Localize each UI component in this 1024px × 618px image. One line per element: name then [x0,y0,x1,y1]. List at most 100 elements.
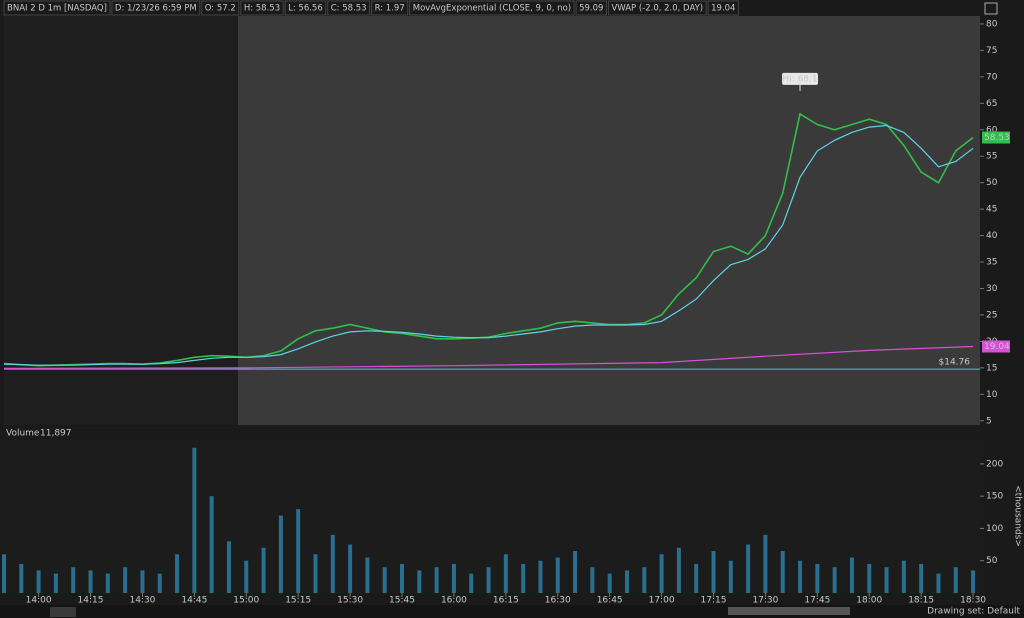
header-item: 19.04 [711,4,735,14]
header-item: 59.09 [579,4,603,14]
y-tick-label: 25 [986,310,997,320]
y-tick-label: 15 [986,363,997,373]
x-tick-label: 14:00 [26,596,52,606]
volume-bar [503,554,508,593]
volume-bar [538,560,543,593]
volume-bar [728,560,733,593]
volume-current: 11,897 [40,429,72,439]
volume-bar [919,563,924,593]
footer-bar [0,605,1024,618]
y-tick-label: 80 [986,19,998,29]
header-box [409,0,575,16]
header-box [3,0,111,16]
vwap-box [982,340,1010,353]
price-line-label: $14.76 [939,358,971,368]
header-item: D: 1/23/26 6:59 PM [115,4,197,14]
header-box [284,0,327,16]
x-tick-label: 14:45 [181,596,207,606]
volume-bar [867,563,872,593]
volume-bar [348,544,353,593]
x-tick-label: 16:00 [441,596,467,606]
volume-bar [88,570,93,593]
y-tick-label: 5 [986,416,992,426]
volume-bar [746,544,751,593]
volume-bar [486,567,491,593]
volume-bar [400,563,405,593]
x-tick-label: 18:15 [908,596,934,606]
volume-bar [36,570,41,593]
volume-bar [105,573,110,593]
volume-bar [798,560,803,593]
x-tick-label: 17:30 [752,596,778,606]
header-item: L: 56.56 [288,4,323,14]
header-item: R: 1.97 [375,4,405,14]
x-tick-label: 16:45 [597,596,623,606]
volume-bar [711,551,716,593]
header-box [111,0,201,16]
header-item: VWAP (-2.0, 2.0, DAY) [611,4,703,14]
x-tick-label: 15:45 [389,596,415,606]
volume-bar [278,515,283,593]
y-tick-label: 55 [986,152,997,162]
collapse-button[interactable] [50,607,76,617]
series-line [3,345,974,369]
x-tick-label: 17:15 [701,596,727,606]
volume-bar [261,547,266,593]
volume-bar [642,567,647,593]
volume-bar [244,560,249,593]
header-box [371,0,409,16]
x-tick-label: 17:45 [804,596,830,606]
volume-bar [2,554,6,593]
series-line [3,124,974,366]
scrollbar[interactable] [728,607,850,615]
x-tick-label: 15:00 [233,596,259,606]
volume-bar [71,567,76,593]
header-box [327,0,371,16]
volume-bar [590,567,595,593]
header-box [201,0,240,16]
y-tick-label: 60 [986,125,998,135]
y-tick-label: 65 [986,99,997,109]
header-item: MovAvgExponential (CLOSE, 9, 0, no) [413,4,571,14]
session-area [238,16,980,425]
volume-tick-label: 100 [986,524,1003,534]
volume-bar [555,557,560,593]
settings-icon[interactable] [984,2,998,15]
header-item: BNAI 2 D 1m [NASDAQ] [7,4,107,14]
volume-bar [624,570,629,593]
volume-bar [53,573,58,593]
volume-bar [296,509,301,593]
volume-bar [434,567,439,593]
x-tick-label: 17:00 [649,596,675,606]
last-price: 58.53 [984,133,1010,143]
y-tick-label: 35 [986,258,997,268]
header-box [707,0,739,16]
volume-bar [521,563,526,593]
volume-bar [209,496,214,593]
volume-bar [694,563,699,593]
volume-bar [469,573,474,593]
x-tick-label: 16:15 [493,596,519,606]
y-tick-label: 70 [986,72,998,82]
volume-bar [763,534,768,593]
volume-bar [953,567,958,593]
header-box [575,0,607,16]
volume-bar [832,567,837,593]
x-tick-label: 18:30 [960,596,986,606]
x-tick-label: 16:30 [545,596,571,606]
y-tick-label: 10 [986,390,998,400]
volume-bar [330,534,335,593]
y-tick-label: 50 [986,178,998,188]
volume-bar [140,570,145,593]
volume-bar [573,551,578,593]
volume-bar [175,554,180,593]
volume-tick-label: 150 [986,492,1003,502]
header-box [240,0,284,16]
volume-bar [884,567,889,593]
volume-tick-label: 50 [986,556,998,566]
volume-bar [451,563,456,593]
volume-bar [382,567,387,593]
volume-tick-label: 200 [986,459,1003,469]
volume-bar [157,573,162,593]
